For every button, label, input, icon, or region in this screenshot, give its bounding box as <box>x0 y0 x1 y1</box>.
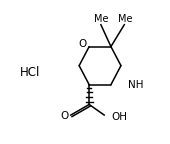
Text: O: O <box>60 111 68 122</box>
Text: OH: OH <box>111 112 127 122</box>
Text: HCl: HCl <box>20 66 40 78</box>
Text: O: O <box>79 39 87 49</box>
Text: Me: Me <box>94 14 109 24</box>
Text: NH: NH <box>128 80 143 90</box>
Text: Me: Me <box>117 14 132 24</box>
